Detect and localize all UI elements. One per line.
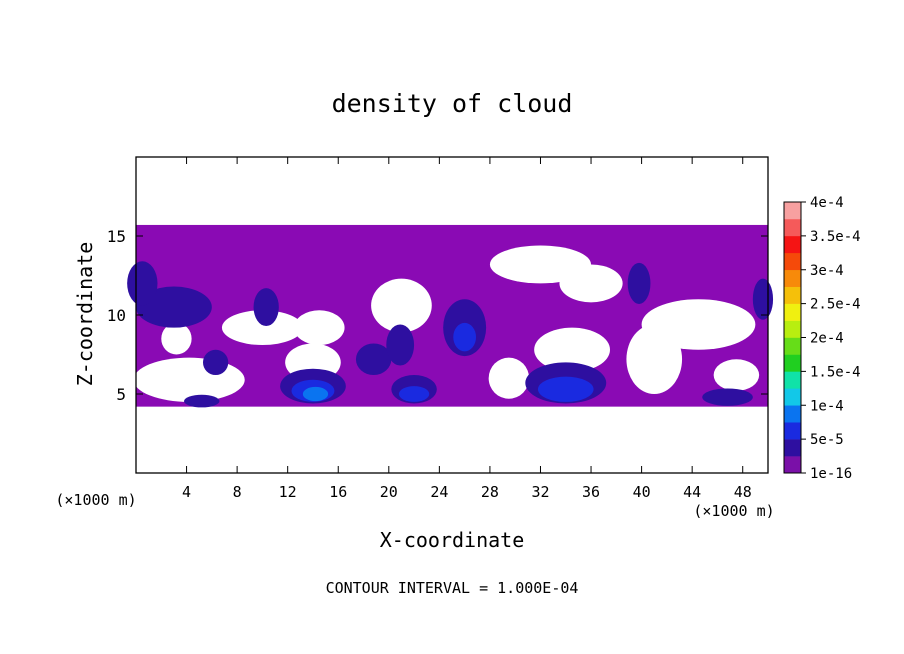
colorbar-swatch: [784, 337, 801, 355]
y-tick-label: 5: [116, 385, 126, 404]
colorbar-swatch: [784, 269, 801, 287]
cloud-core: [627, 262, 651, 304]
cloud-core: [127, 261, 158, 306]
clear-region: [371, 278, 432, 333]
colorbar-swatch: [784, 354, 801, 372]
cloud-core: [386, 324, 415, 366]
x-tick-label: 4: [182, 483, 191, 501]
clear-region: [221, 310, 303, 346]
cloud-core: [355, 343, 392, 376]
y-tick-label: 15: [107, 227, 126, 246]
colorbar-swatch: [784, 218, 801, 237]
colorbar-swatch: [784, 422, 801, 440]
colorbar-label: 3e-4: [810, 263, 844, 279]
colorbar-swatch: [784, 252, 801, 271]
colorbar-swatch: [784, 235, 801, 254]
colorbar-label: 5e-5: [810, 432, 844, 448]
clear-region: [488, 357, 530, 399]
cloud-core: [253, 288, 279, 327]
clear-region: [626, 324, 683, 394]
colorbar-swatch: [784, 371, 801, 389]
x-tick-label: 12: [279, 483, 297, 501]
cloud-core: [752, 278, 774, 320]
clear-region: [294, 310, 345, 346]
x-tick-label: 8: [233, 483, 242, 501]
cloud-core: [398, 386, 430, 402]
colorbar-swatch: [784, 202, 801, 220]
x-tick-label: 24: [430, 483, 448, 501]
cloud-core: [702, 388, 753, 406]
x-axis-ticks: 4 8 12 16 20 24 28 32 36 40 44 48: [182, 157, 752, 501]
cloud-core: [453, 322, 477, 352]
colorbar-swatch: [784, 439, 801, 457]
cloud-core: [202, 349, 229, 376]
clear-region: [713, 359, 760, 391]
x-tick-label: 40: [633, 483, 651, 501]
cloud-core: [302, 386, 329, 402]
x-tick-label: 32: [531, 483, 549, 501]
contour-interval-note: CONTOUR INTERVAL = 1.000E-04: [326, 579, 579, 597]
clear-region: [161, 322, 192, 355]
colorbar-swatch: [784, 388, 801, 406]
y-tick-label: 10: [107, 306, 126, 325]
colorbar-label: 3.5e-4: [810, 229, 861, 245]
colorbar-label: 2e-4: [810, 331, 844, 347]
colorbar-label: 2.5e-4: [810, 297, 861, 313]
x-tick-label: 16: [329, 483, 347, 501]
cloud-core: [537, 376, 594, 402]
x-unit-right: (×1000 m): [693, 502, 774, 520]
colorbar-swatch: [784, 405, 801, 423]
colorbar-swatch: [784, 456, 801, 474]
dense-cloud-cores: [127, 261, 774, 408]
clear-region: [559, 264, 623, 303]
y-axis-label: Z-coordinate: [73, 242, 97, 387]
x-tick-label: 48: [734, 483, 752, 501]
colorbar-swatch: [784, 320, 801, 338]
colorbar-label: 1.5e-4: [810, 364, 861, 380]
chart-title: density of cloud: [332, 89, 573, 118]
x-tick-label: 20: [380, 483, 398, 501]
colorbar-swatch: [784, 303, 801, 321]
colorbar: 1e-16 5e-5 1e-4 1.5e-4 2e-4 2.5e-4 3e-4 3.5e-4 4…: [783, 195, 861, 482]
plot-area: [127, 156, 774, 474]
colorbar-label: 1e-4: [810, 398, 844, 414]
clear-region: [534, 327, 610, 372]
cloud-core: [184, 394, 220, 408]
colorbar-label: 1e-16: [810, 466, 852, 482]
x-unit-left: (×1000 m): [55, 491, 136, 509]
x-axis-label: X-coordinate: [380, 528, 525, 552]
colorbar-swatch: [784, 286, 801, 304]
cloud-core: [136, 286, 212, 328]
x-tick-label: 28: [481, 483, 499, 501]
x-tick-label: 36: [582, 483, 600, 501]
y-axis-ticks: 5 10 15: [107, 227, 768, 404]
x-tick-label: 44: [683, 483, 701, 501]
colorbar-label: 4e-4: [810, 195, 844, 211]
